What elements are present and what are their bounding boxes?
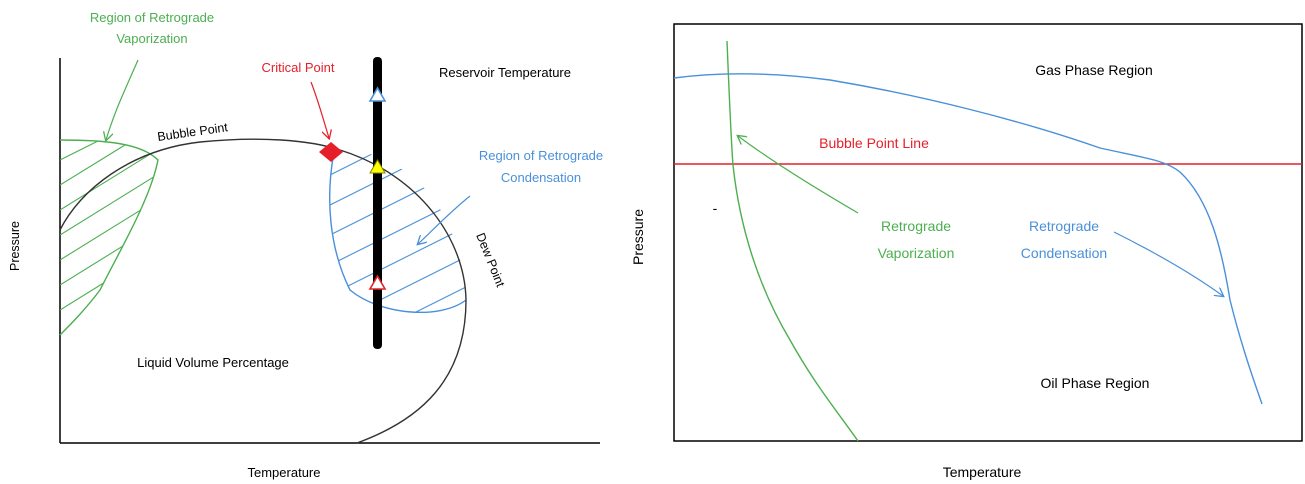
upper-pressure-marker [368, 86, 387, 102]
vaporization-region-label-2: Vaporization [116, 31, 187, 46]
critical-point-arrow [310, 81, 329, 138]
reservoir-temperature-label: Reservoir Temperature [439, 65, 571, 80]
right-plot-frame [673, 23, 1303, 442]
vaporization-region-label-1: Region of Retrograde [90, 10, 214, 25]
dew-pressure-marker [369, 158, 386, 174]
right-y-axis-label: Pressure [630, 209, 646, 265]
vaporization-arrow [106, 59, 139, 140]
retrograde-vaporization-hatch [59, 139, 159, 336]
condensation-region-label-2: Condensation [501, 170, 581, 185]
dew-point-label: Dew Point [473, 231, 508, 290]
lower-pressure-marker [368, 274, 387, 290]
retro-vaporization-label-2: Vaporization [878, 245, 955, 261]
retro-condensation-label-2: Condensation [1021, 245, 1107, 261]
retrograde-condensation-curve [673, 73, 1263, 405]
retro-condensation-label-1: Retrograde [1029, 218, 1099, 234]
critical-point-label: Critical Point [262, 60, 335, 75]
critical-point-marker [319, 142, 343, 162]
bubble-point-line-label: Bubble Point Line [819, 135, 929, 151]
reservoir-temperature-bar [373, 57, 382, 349]
stray-dash-mark: - [713, 200, 718, 216]
condensation-region-label-1: Region of Retrograde [479, 148, 603, 163]
retrograde-condensation-hatch [329, 151, 467, 314]
right-phase-diagram: Gas Phase Region Bubble Point Line Retro… [630, 23, 1303, 480]
liquid-volume-label: Liquid Volume Percentage [137, 355, 289, 370]
phase-envelope-curve [59, 138, 467, 444]
retro-condensation-arrow [1113, 231, 1223, 296]
left-x-axis-label: Temperature [248, 465, 321, 480]
oil-phase-label: Oil Phase Region [1041, 375, 1150, 391]
condensation-arrow [418, 195, 471, 244]
retro-vaporization-label-1: Retrograde [881, 218, 951, 234]
retrograde-vaporization-curve [726, 40, 859, 442]
right-x-axis-label: Temperature [943, 464, 1022, 480]
left-y-axis-label: Pressure [8, 221, 22, 271]
left-phase-envelope-diagram: Region of Retrograde Vaporization Critic… [8, 10, 603, 480]
gas-phase-label: Gas Phase Region [1035, 62, 1153, 78]
retro-vaporization-arrow [738, 136, 859, 214]
